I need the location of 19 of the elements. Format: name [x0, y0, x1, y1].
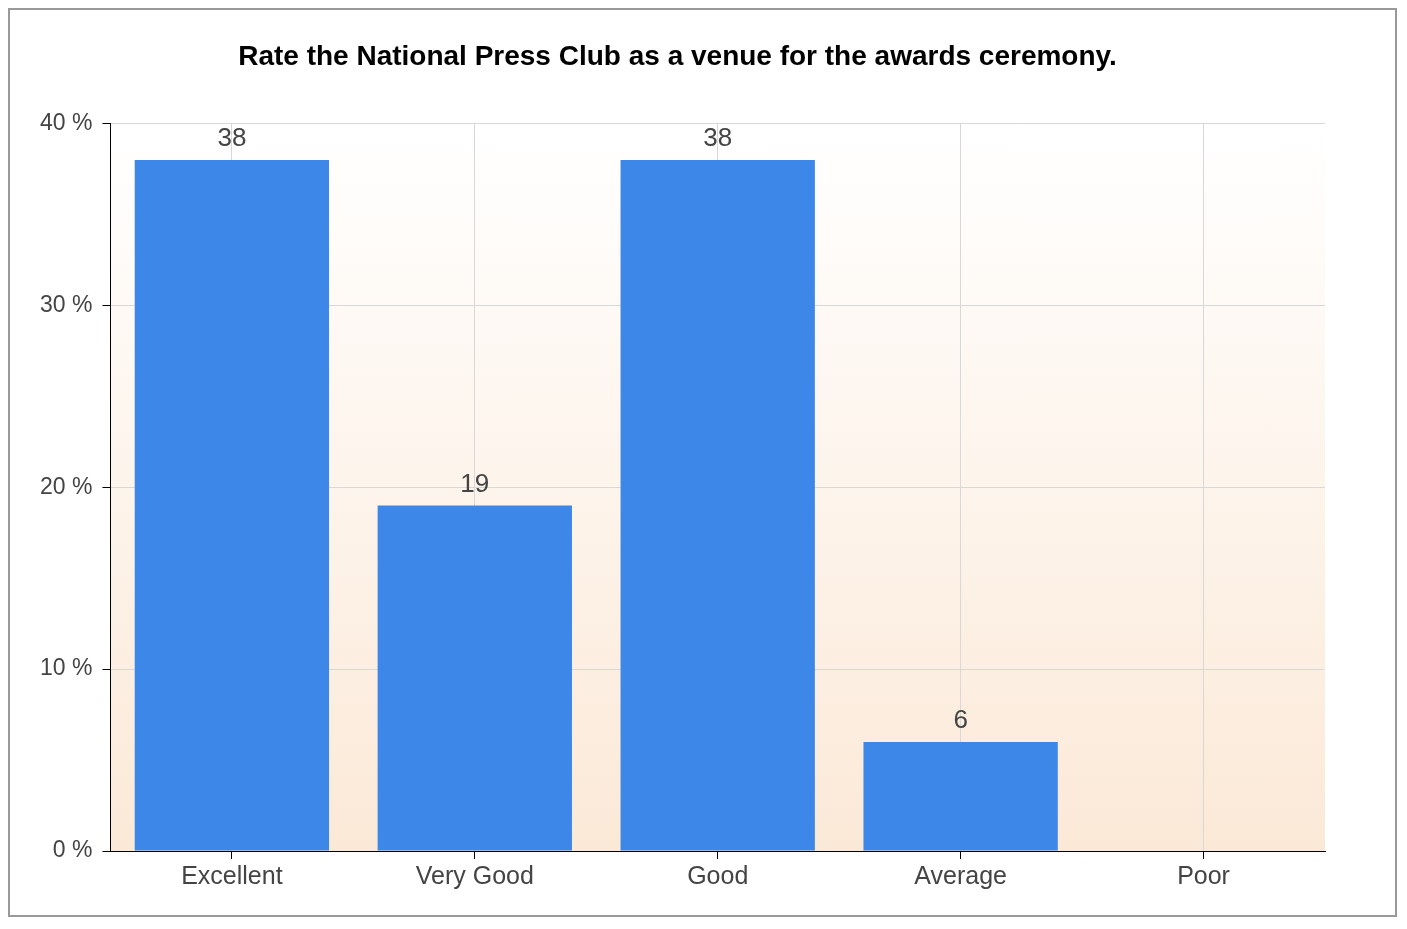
chart-title: Rate the National Press Club as a venue for the awards ceremony.	[238, 39, 1117, 71]
data-label: 38	[217, 122, 247, 153]
bar	[863, 741, 1058, 851]
data-label: 6	[953, 704, 968, 735]
y-tick-label: 0 %	[52, 836, 93, 863]
data-label: 19	[460, 467, 490, 498]
bar	[377, 505, 572, 851]
data-label: 38	[703, 122, 733, 153]
x-tick-label: Excellent	[181, 860, 283, 889]
y-tick-label: 30 %	[39, 290, 93, 317]
y-tick-label: 10 %	[39, 654, 93, 681]
bar	[134, 159, 330, 851]
x-tick-label: Poor	[1177, 860, 1230, 889]
x-tick-label: Good	[687, 860, 749, 889]
x-tick-label: Average	[914, 860, 1007, 889]
x-tick-label: Very Good	[415, 860, 534, 889]
bar	[620, 159, 815, 851]
y-tick-label: 40 %	[39, 108, 93, 135]
y-tick-label: 20 %	[39, 472, 93, 499]
